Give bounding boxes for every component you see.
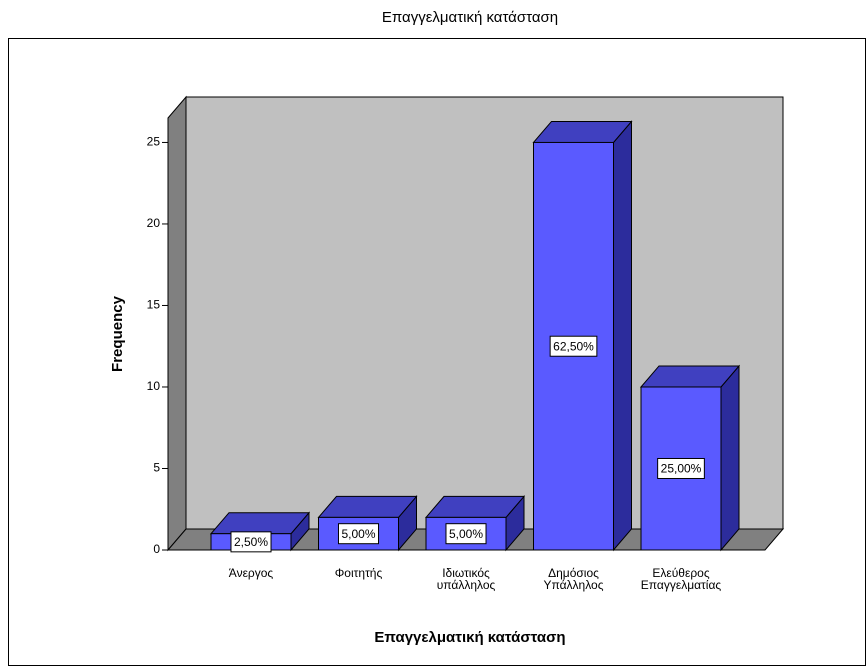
y-tick-label: 0 bbox=[153, 542, 160, 556]
value-label: 62,50% bbox=[553, 339, 594, 353]
value-label: 25,00% bbox=[661, 462, 702, 476]
chart-title: Επαγγελματική κατάσταση bbox=[382, 9, 558, 26]
bar-top bbox=[532, 120, 633, 143]
bar-top bbox=[317, 495, 418, 518]
y-tick-label: 25 bbox=[147, 135, 161, 149]
bar-top bbox=[209, 512, 311, 535]
y-tick-label: 10 bbox=[147, 379, 161, 393]
value-label: 5,00% bbox=[341, 527, 375, 541]
x-tick-label: Ιδιωτικός υπάλληλος bbox=[436, 566, 496, 592]
x-tick-label: Δημόσιος Υπάλληλος bbox=[543, 566, 604, 592]
y-tick-label: 20 bbox=[147, 216, 161, 230]
value-label: 2,50% bbox=[234, 535, 268, 549]
y-axis-title: Frequency bbox=[109, 295, 126, 372]
y-tick-label: 15 bbox=[147, 298, 161, 312]
value-label: 5,00% bbox=[449, 527, 483, 541]
x-tick-label: Ελεύθερος Επαγγελματίας bbox=[640, 566, 722, 592]
x-tick-label: Φοιτητής bbox=[334, 566, 383, 580]
bar-side bbox=[613, 120, 632, 552]
value-label-box bbox=[337, 523, 380, 545]
value-label-box bbox=[657, 457, 705, 479]
bar-top bbox=[639, 365, 741, 388]
bar-top bbox=[424, 495, 526, 518]
x-axis-title: Επαγγελματική κατάσταση bbox=[374, 629, 565, 646]
y-tick-label: 5 bbox=[153, 461, 160, 475]
left-wall bbox=[167, 95, 187, 552]
value-label-box bbox=[230, 531, 272, 553]
bar-side bbox=[720, 364, 740, 552]
value-label-box bbox=[549, 335, 598, 357]
value-label-box bbox=[445, 523, 487, 545]
x-tick-label: Άνεργος bbox=[228, 566, 274, 580]
